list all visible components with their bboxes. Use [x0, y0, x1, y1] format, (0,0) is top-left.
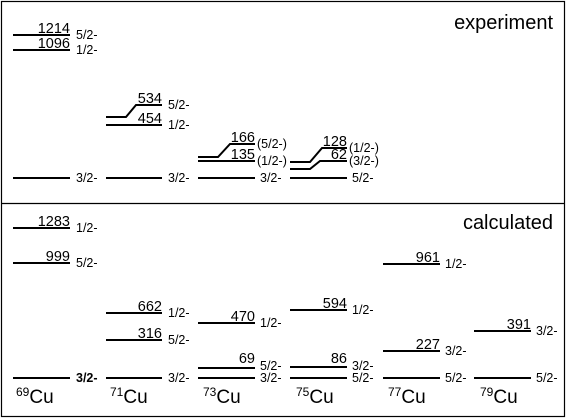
experiment-panel-title: experiment — [454, 12, 553, 34]
energy-label: 1283 — [38, 214, 70, 230]
energy-label: 69 — [239, 351, 255, 367]
spin-label: 1/2- — [76, 43, 98, 57]
isotope-mass: 69 — [16, 385, 30, 399]
energy-label: 166 — [231, 130, 255, 146]
spin-label: (1/2-) — [257, 154, 287, 168]
spin-label: 3/2- — [445, 344, 467, 358]
spin-label: 1/2- — [168, 118, 190, 132]
level-line — [290, 160, 347, 170]
energy-label: 470 — [231, 309, 255, 325]
spin-label: 5/2- — [76, 28, 98, 42]
energy-label: 662 — [138, 299, 162, 315]
calc-69cu-levels: 3/2- 999 5/2- 1283 1/2- — [13, 214, 98, 385]
spin-label: 3/2- — [76, 371, 98, 385]
spin-label: 3/2- — [260, 371, 282, 385]
exp-75cu-levels: 5/2- 62 (3/2-) 128 (1/2-) — [290, 134, 379, 185]
spin-label: 3/2- — [76, 171, 98, 185]
energy-label: 135 — [231, 147, 255, 163]
energy-label: 999 — [46, 249, 70, 265]
calc-71cu-levels: 3/2- 316 5/2- 662 1/2- — [106, 299, 190, 385]
isotope-element: Cu — [29, 387, 53, 408]
isotope-element: Cu — [493, 387, 517, 408]
level-line — [198, 143, 255, 158]
isotope-label-71cu: 71Cu — [110, 385, 148, 408]
calculated-panel-title: calculated — [463, 212, 553, 234]
spin-label: 1/2- — [76, 221, 98, 235]
calc-77cu-levels: 5/2- 227 3/2- 961 1/2- — [383, 250, 467, 385]
energy-label: 594 — [323, 296, 347, 312]
isotope-element: Cu — [216, 387, 240, 408]
calc-73cu-levels: 3/2- 69 5/2- 470 1/2- — [198, 309, 282, 385]
isotope-mass: 71 — [110, 385, 124, 399]
spin-label: 1/2- — [352, 303, 374, 317]
spin-label: 5/2- — [352, 371, 374, 385]
spin-label: 1/2- — [260, 316, 282, 330]
energy-label: 316 — [138, 326, 162, 342]
isotope-label-79cu: 79Cu — [480, 385, 518, 408]
spin-label: 1/2- — [445, 257, 467, 271]
spin-label: (3/2-) — [349, 154, 379, 168]
spin-label: 3/2- — [536, 324, 558, 338]
spin-label: 5/2- — [168, 98, 190, 112]
spin-label: 5/2- — [445, 371, 467, 385]
energy-label: 961 — [416, 250, 440, 266]
calc-79cu-levels: 5/2- 391 3/2- — [474, 317, 558, 385]
isotope-label-75cu: 75Cu — [296, 385, 334, 408]
isotope-element: Cu — [123, 387, 147, 408]
energy-label: 1214 — [38, 21, 70, 37]
energy-label: 391 — [507, 317, 531, 333]
energy-label: 128 — [323, 134, 347, 150]
spin-label: 1/2- — [168, 306, 190, 320]
isotope-mass: 77 — [388, 385, 402, 399]
energy-label: 534 — [138, 91, 162, 107]
energy-label: 1096 — [38, 36, 70, 52]
isotope-labels: 69Cu 71Cu 73Cu 75Cu 77Cu 79Cu — [16, 385, 518, 408]
energy-label: 62 — [331, 147, 347, 163]
isotope-mass: 73 — [203, 385, 217, 399]
spin-label: 3/2- — [260, 171, 282, 185]
spin-label: 5/2- — [168, 333, 190, 347]
spin-label: 5/2- — [260, 359, 282, 373]
spin-label: (1/2-) — [349, 141, 379, 155]
isotope-element: Cu — [309, 387, 333, 408]
isotope-label-73cu: 73Cu — [203, 385, 241, 408]
spin-label: 5/2- — [536, 371, 558, 385]
spin-label: 3/2- — [168, 371, 190, 385]
calc-75cu-levels: 5/2- 86 3/2- 594 1/2- — [290, 296, 374, 385]
isotope-mass: 79 — [480, 385, 494, 399]
isotope-label-77cu: 77Cu — [388, 385, 426, 408]
exp-73cu-levels: 3/2- 135 (1/2-) 166 (5/2-) — [198, 130, 287, 185]
isotope-mass: 75 — [296, 385, 310, 399]
exp-71cu-levels: 3/2- 454 1/2- 534 5/2- — [106, 91, 190, 185]
level-line — [290, 147, 347, 163]
spin-label: 5/2- — [76, 256, 98, 270]
level-line — [106, 104, 162, 118]
energy-label: 86 — [331, 351, 347, 367]
spin-label: 5/2- — [352, 171, 374, 185]
exp-69cu-levels: 3/2- 1096 1/2- 1214 5/2- — [13, 21, 98, 185]
spin-label: 3/2- — [168, 171, 190, 185]
energy-label: 454 — [138, 111, 162, 127]
energy-label: 227 — [416, 337, 440, 353]
isotope-element: Cu — [401, 387, 425, 408]
spin-label: (5/2-) — [257, 137, 287, 151]
isotope-label-69cu: 69Cu — [16, 385, 54, 408]
spin-label: 3/2- — [352, 359, 374, 373]
